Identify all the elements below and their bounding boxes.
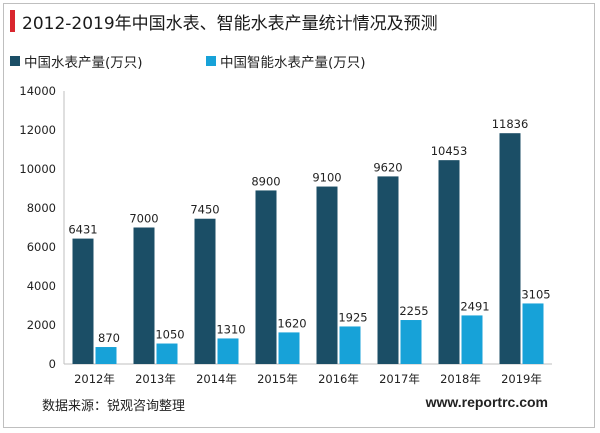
data-label-series1: 9620 <box>373 160 402 174</box>
y-tick-label: 6000 <box>27 240 56 254</box>
data-source: 数据来源：锐观咨询整理 <box>42 399 186 414</box>
bar-series2 <box>95 347 117 364</box>
y-tick-label: 0 <box>49 357 56 371</box>
y-tick-label: 10000 <box>19 162 56 176</box>
bar-series2 <box>522 303 544 364</box>
data-label-series1: 6431 <box>68 223 97 237</box>
bar-series1 <box>72 238 94 364</box>
data-label-series2: 1050 <box>155 328 184 342</box>
x-tick-label: 2013年 <box>135 372 176 386</box>
bar-series1 <box>377 176 399 364</box>
bar-series2 <box>156 343 178 364</box>
bar-series2 <box>278 332 300 364</box>
bar-series2 <box>217 338 239 364</box>
data-label-series1: 7450 <box>190 203 219 217</box>
x-tick-label: 2016年 <box>318 372 359 386</box>
x-tick-label: 2018年 <box>440 372 481 386</box>
data-label-series1: 7000 <box>129 212 158 226</box>
y-tick-label: 12000 <box>19 123 56 137</box>
data-label-series2: 870 <box>98 331 120 345</box>
bar-series1 <box>133 227 155 364</box>
title-accent-bar <box>10 10 15 32</box>
data-label-series1: 10453 <box>431 144 468 158</box>
x-tick-label: 2017年 <box>379 372 420 386</box>
bar-series1 <box>499 133 521 364</box>
chart-title: 2012-2019年中国水表、智能水表产量统计情况及预测 <box>22 14 438 34</box>
y-tick-label: 2000 <box>27 318 56 332</box>
x-tick-label: 2019年 <box>501 372 542 386</box>
bar-series1 <box>438 160 460 364</box>
x-tick-label: 2012年 <box>74 372 115 386</box>
y-tick-label: 4000 <box>27 279 56 293</box>
y-tick-label: 14000 <box>19 84 56 98</box>
data-label-series1: 9100 <box>312 171 341 185</box>
website-url: www.reportrc.com <box>425 394 548 410</box>
data-label-series2: 1925 <box>338 310 367 324</box>
data-label-series1: 8900 <box>251 174 280 188</box>
bar-series1 <box>255 190 277 364</box>
data-label-series1: 11836 <box>492 117 529 131</box>
bar-series2 <box>461 315 483 364</box>
data-label-series2: 2255 <box>399 304 428 318</box>
data-label-series2: 1310 <box>216 322 245 336</box>
legend-swatch-series2 <box>206 56 216 66</box>
bar-series2 <box>339 326 361 364</box>
bar-series1 <box>194 218 216 364</box>
x-tick-label: 2015年 <box>257 372 298 386</box>
data-label-series2: 1620 <box>277 316 306 330</box>
y-tick-label: 8000 <box>27 201 56 215</box>
legend-label-series2: 中国智能水表产量(万只) <box>220 55 366 71</box>
data-label-series2: 2491 <box>460 299 489 313</box>
legend-swatch-series1 <box>10 56 20 66</box>
x-tick-label: 2014年 <box>196 372 237 386</box>
bar-series1 <box>316 186 338 364</box>
bar-series2 <box>400 320 422 364</box>
legend-label-series1: 中国水表产量(万只) <box>24 55 143 71</box>
data-label-series2: 3105 <box>521 287 550 301</box>
